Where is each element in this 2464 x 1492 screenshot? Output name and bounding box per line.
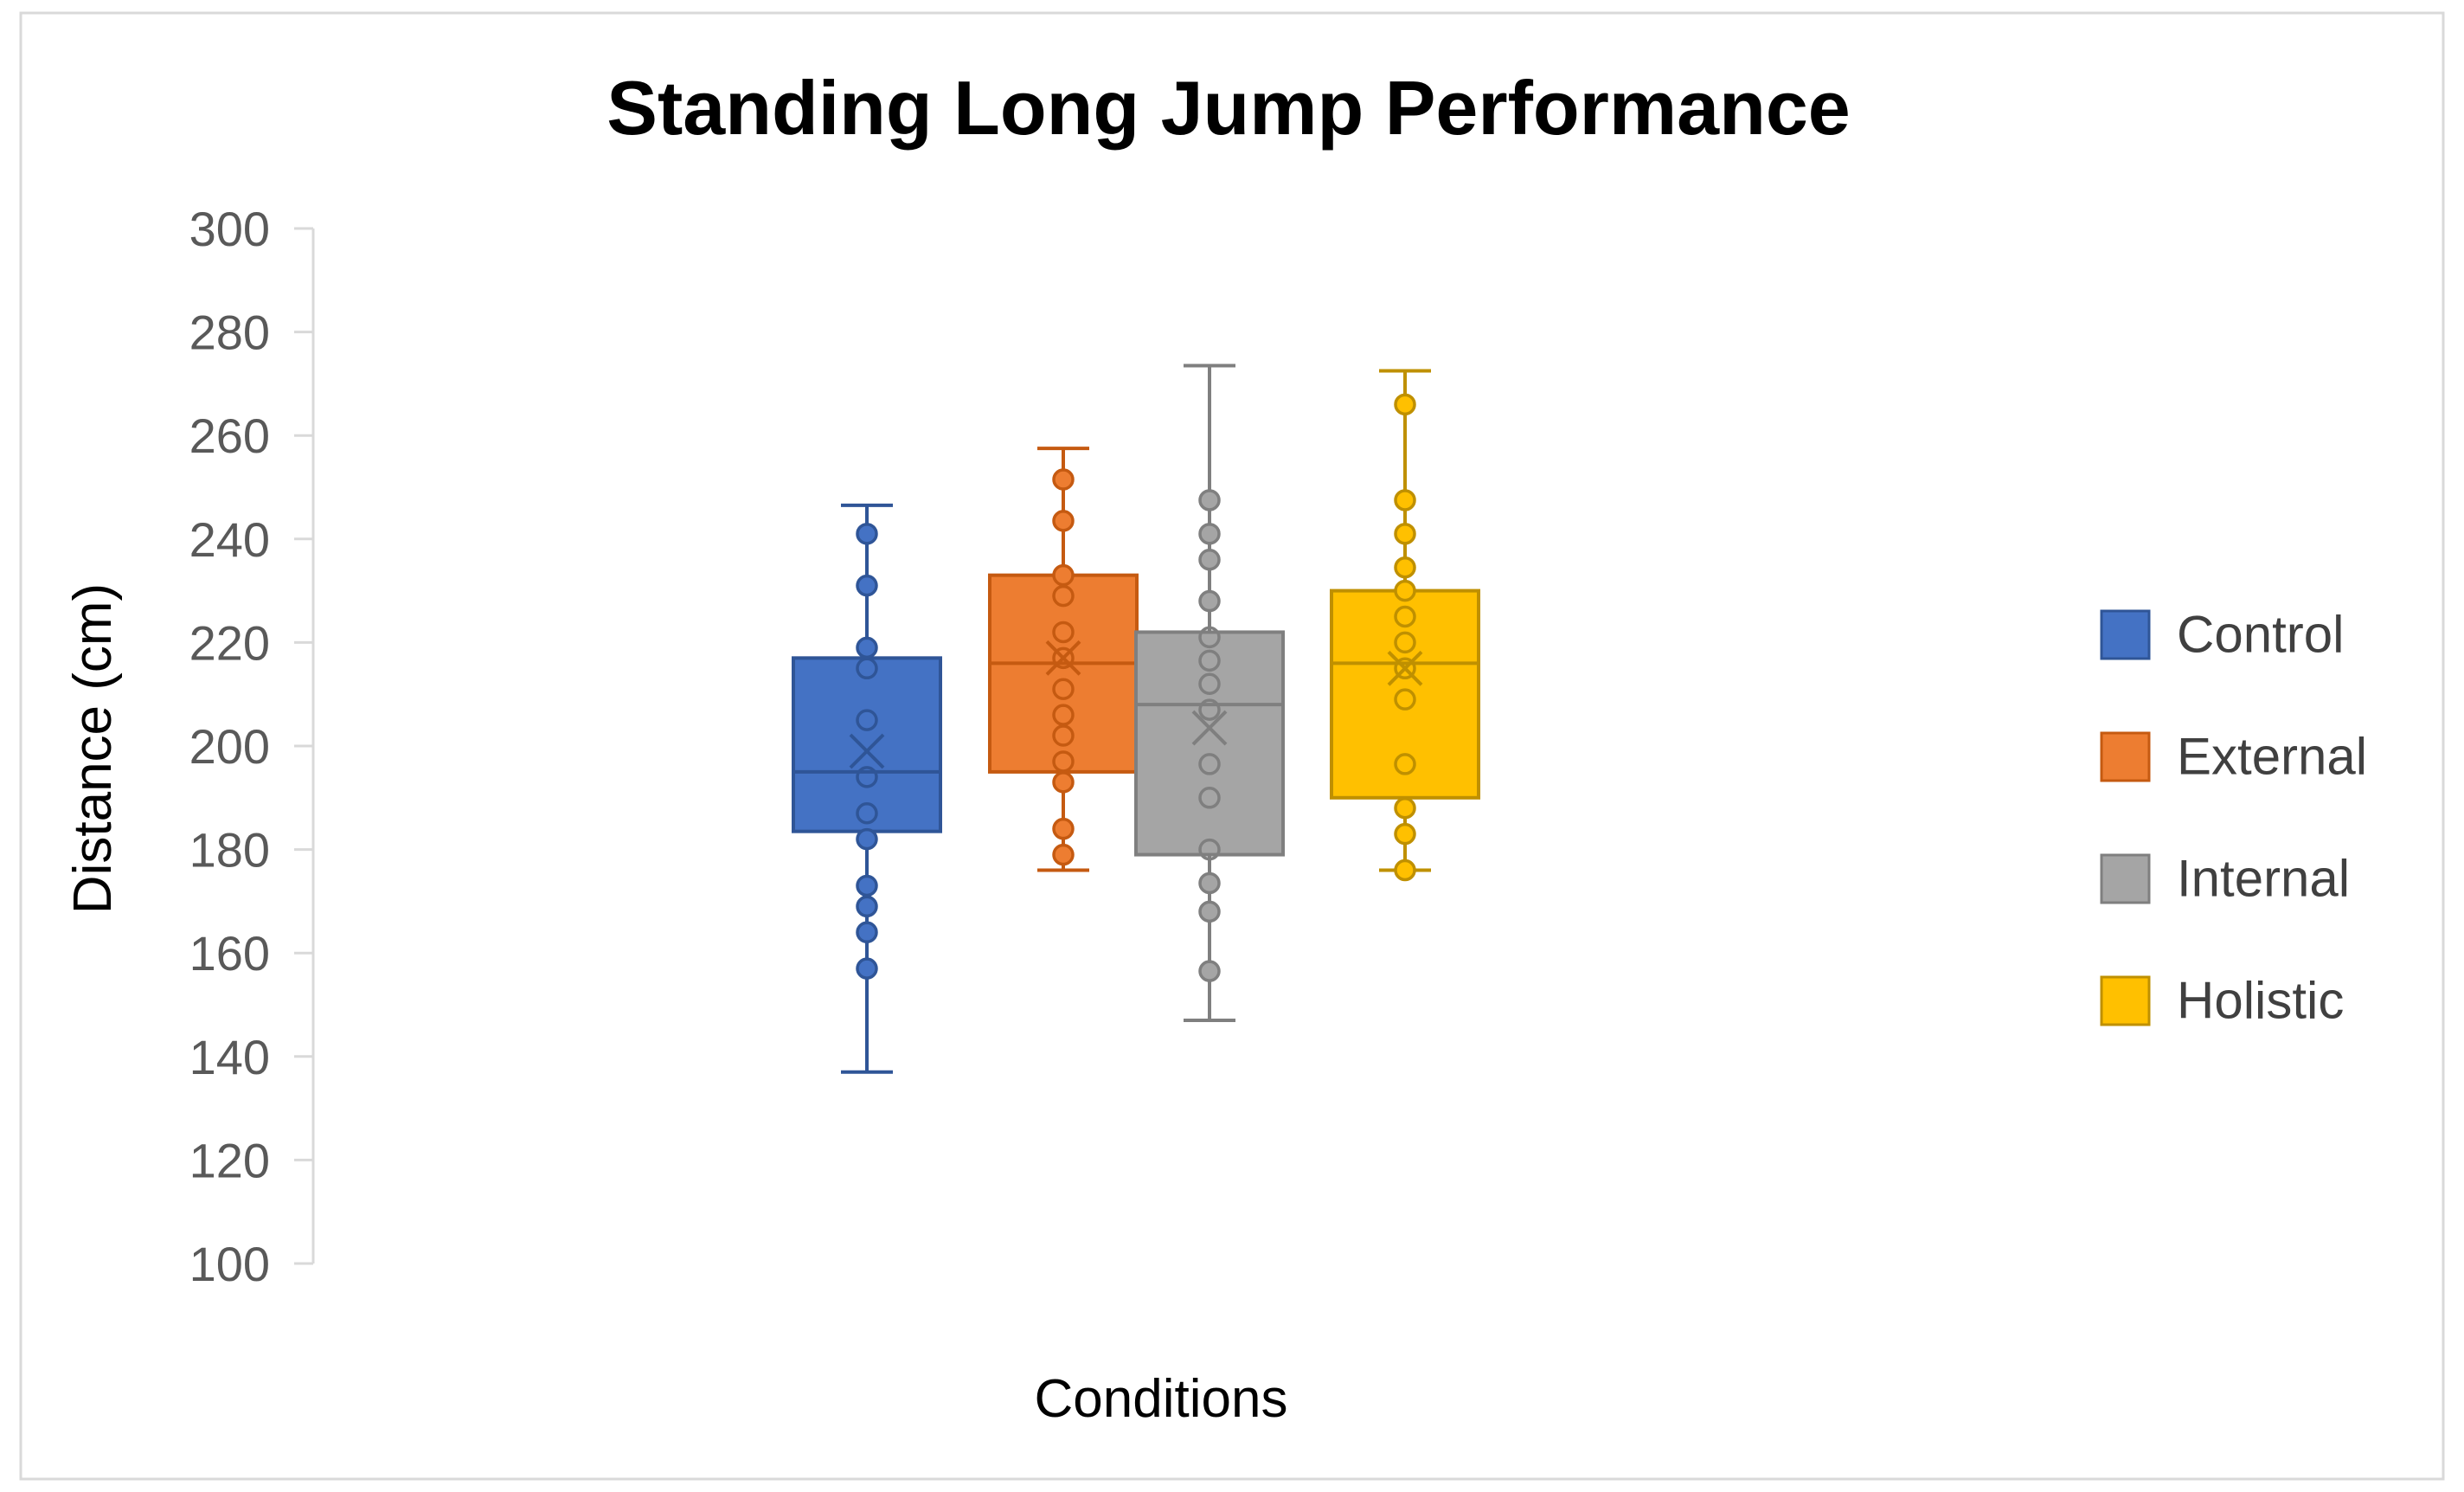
data-point [1198, 838, 1221, 861]
mean-marker [1387, 650, 1423, 686]
data-point [1052, 468, 1075, 491]
legend: Control External Internal Holistic [2100, 606, 2367, 1030]
data-point [856, 874, 878, 897]
data-point [1394, 579, 1416, 602]
data-point [1394, 657, 1416, 680]
y-tick-label: 200 [189, 719, 270, 774]
box-iqr [1134, 630, 1285, 857]
plot-area [792, 363, 1480, 1074]
data-point [1394, 556, 1416, 579]
data-point [856, 657, 878, 680]
legend-swatch [2100, 731, 2151, 782]
data-point [1052, 584, 1075, 608]
data-point [1052, 724, 1075, 747]
legend-label: Control [2177, 606, 2344, 664]
data-point [856, 523, 878, 545]
x-axis-label: Conditions [1035, 1369, 1288, 1429]
data-point [1394, 631, 1416, 654]
legend-label: Internal [2177, 850, 2350, 908]
data-point [856, 827, 878, 851]
legend-label: Holistic [2177, 972, 2344, 1030]
y-tick-label: 180 [189, 823, 270, 878]
data-point [1198, 871, 1221, 895]
data-point [1052, 510, 1075, 532]
data-point [1198, 589, 1221, 613]
data-point [1198, 672, 1221, 695]
y-tick-label: 100 [189, 1237, 270, 1291]
box-iqr [988, 573, 1139, 774]
data-point [1198, 523, 1221, 545]
data-point [1198, 626, 1221, 649]
legend-label: External [2177, 728, 2367, 786]
legend-swatch [2100, 609, 2151, 660]
legend-item-internal: Internal [2100, 850, 2350, 908]
data-point [856, 895, 878, 918]
data-point [1198, 548, 1221, 571]
mean-marker [849, 733, 885, 769]
data-point [856, 957, 878, 980]
box-holistic [1330, 369, 1480, 882]
mean-marker [1191, 710, 1228, 746]
data-point [1052, 678, 1075, 700]
y-axis-label: Distance (cm) [63, 583, 123, 914]
y-axis: 100 120 140 160 180 200 220 240 260 280 300 [189, 202, 315, 1291]
data-point [1198, 649, 1221, 672]
data-point [1052, 563, 1075, 587]
y-tick-label: 220 [189, 615, 270, 670]
y-tick-label: 160 [189, 926, 270, 981]
data-point [1052, 843, 1075, 866]
data-point [1394, 605, 1416, 628]
y-tick-label: 280 [189, 305, 270, 360]
data-point [1052, 621, 1075, 644]
mean-marker-stroke [1387, 650, 1423, 686]
box-external [988, 447, 1139, 872]
legend-item-external: External [2100, 728, 2367, 786]
data-point [856, 574, 878, 597]
data-point [1198, 900, 1221, 923]
data-point [1052, 646, 1075, 670]
data-point [856, 801, 878, 825]
mean-marker-stroke [849, 733, 885, 769]
y-tick-label: 140 [189, 1030, 270, 1084]
data-point [1198, 753, 1221, 775]
data-point [1394, 822, 1416, 846]
data-point [1394, 688, 1416, 711]
data-point [1198, 698, 1221, 721]
legend-item-holistic: Holistic [2100, 972, 2344, 1030]
mean-marker-stroke [1045, 640, 1081, 676]
legend-item-control: Control [2100, 606, 2344, 664]
data-point [1052, 704, 1075, 726]
data-point [856, 636, 878, 659]
legend-swatch [2100, 975, 2151, 1026]
data-point [1394, 393, 1416, 416]
y-tick-label: 120 [189, 1133, 270, 1187]
box-internal [1134, 363, 1285, 1022]
data-point [1394, 753, 1416, 775]
data-point [1394, 797, 1416, 820]
box-iqr [792, 656, 942, 833]
data-point [1052, 750, 1075, 773]
y-tick-label: 260 [189, 408, 270, 463]
data-point [1394, 489, 1416, 511]
data-point [1394, 523, 1416, 545]
data-point [856, 709, 878, 731]
mean-marker-stroke [1191, 710, 1228, 746]
y-tick-label: 240 [189, 512, 270, 567]
data-point [856, 766, 878, 788]
data-point [856, 921, 878, 944]
y-tick-label: 300 [189, 202, 270, 256]
legend-swatch [2100, 853, 2151, 904]
data-point [1198, 787, 1221, 809]
data-point [1052, 771, 1075, 794]
data-point [1394, 859, 1416, 882]
data-point [1052, 817, 1075, 840]
chart-title: Standing Long Jump Performance [606, 65, 1850, 151]
data-point [1198, 960, 1221, 982]
data-point [1198, 489, 1221, 511]
box-control [792, 503, 942, 1074]
box-iqr [1330, 588, 1480, 800]
mean-marker [1045, 640, 1081, 676]
